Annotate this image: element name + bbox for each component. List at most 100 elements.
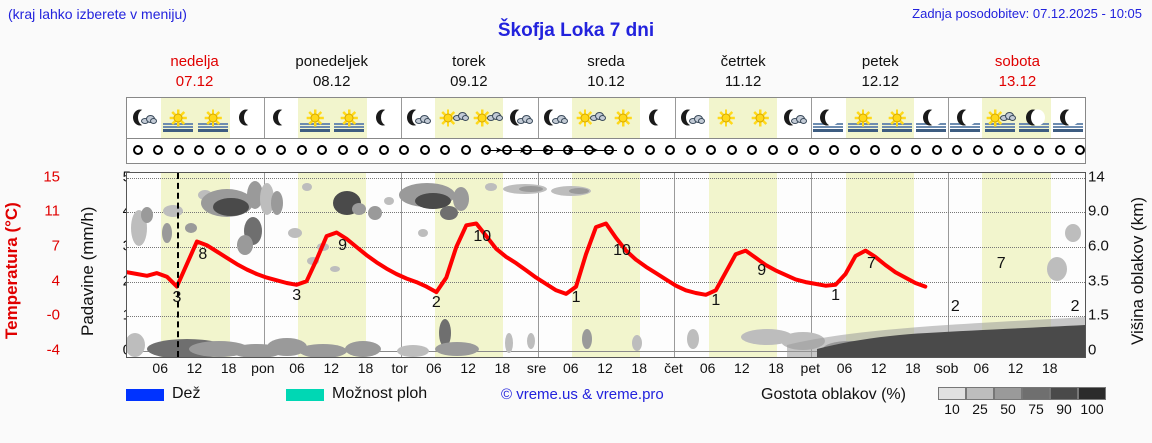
sun-icon	[614, 109, 632, 127]
hourly-marker	[726, 145, 737, 155]
weather-icon-cell-15	[640, 98, 674, 138]
temperature-min-label: 1	[831, 286, 840, 304]
showers-legend-swatch	[286, 389, 324, 401]
weather-icon-cell-18	[742, 98, 778, 138]
day-date: 11.12	[724, 73, 762, 90]
temperature-min-label: 2	[431, 294, 441, 312]
cloud-density-tick: 100	[1080, 401, 1104, 417]
weather-icon-cell-5	[298, 98, 333, 138]
moon-icon	[957, 109, 975, 127]
cloud-density-swatch	[1022, 387, 1050, 400]
x-tick-24: 06	[973, 360, 990, 376]
weather-icon-cell-21	[845, 98, 880, 138]
sun-icon	[306, 109, 324, 127]
x-tick-9: 12	[460, 360, 476, 376]
hourly-marker	[624, 145, 635, 155]
day-header-3: sreda 10.12	[537, 52, 674, 96]
temperature-min-label: 1	[711, 292, 721, 310]
cloud-density-tick: 90	[1056, 401, 1072, 417]
sun-icon	[854, 109, 872, 127]
weather-icon-cell-17	[708, 98, 743, 138]
hourly-marker	[276, 145, 287, 155]
location-menu-hint[interactable]: (kraj lahko izberete v meniju)	[8, 6, 187, 22]
weather-icon-cell-26	[1016, 98, 1051, 138]
daylight-band	[845, 173, 914, 357]
x-tick-8: 06	[426, 360, 442, 376]
weather-icon-cell-19	[777, 98, 811, 138]
day-header-2: torek 09.12	[400, 52, 537, 96]
cloud-density-tick: 25	[972, 401, 988, 417]
weather-icon-cell-7	[367, 98, 401, 138]
temperature-axis-title: Temperatura (°C)	[2, 202, 21, 340]
ozone-wind-strip: ➤ ➤ ➤ ➤ ➤	[126, 139, 1086, 164]
hourly-marker	[1013, 145, 1024, 155]
tick-label: -4	[46, 341, 60, 359]
x-tick-7: tor	[391, 360, 408, 376]
day-header-0: nedelja 07.12	[126, 52, 263, 96]
hourly-marker	[173, 145, 184, 155]
sun-icon	[576, 109, 594, 127]
hourly-marker	[644, 145, 655, 155]
x-tick-19: pet	[800, 360, 821, 376]
hourly-marker	[1054, 145, 1065, 155]
cloud-icon	[688, 115, 705, 124]
day-header: nedelja 07.12 ponedeljek 08.12 torek 09.12 sre…	[126, 52, 1086, 96]
temperature-max-label: 7	[996, 254, 1006, 272]
hourly-marker	[788, 145, 799, 155]
wind-line	[487, 150, 617, 151]
hourly-marker	[317, 145, 328, 155]
gridline	[127, 178, 1085, 179]
cloud-density-swatch	[938, 387, 966, 400]
tick-label: 9.0	[1088, 202, 1109, 220]
hourly-marker	[706, 145, 717, 155]
tick-label: 14	[1088, 168, 1105, 186]
x-tick-4: 06	[289, 360, 305, 376]
hourly-marker	[808, 145, 819, 155]
sun-icon	[473, 109, 491, 127]
day-date: 10.12	[587, 73, 625, 90]
sun-icon	[204, 109, 222, 127]
hourly-marker	[337, 145, 348, 155]
moon-icon	[649, 109, 667, 127]
day-date: 08.12	[312, 73, 351, 90]
hourly-marker	[214, 145, 225, 155]
weather-icon-strip	[126, 97, 1086, 139]
cloud-icon	[141, 115, 157, 124]
hourly-marker	[931, 145, 942, 155]
hourly-marker	[911, 145, 922, 155]
x-tick-16: 06	[699, 360, 716, 376]
temperature-min-label: 2	[1070, 297, 1080, 315]
wind-arrow-icon: ➤	[519, 145, 527, 155]
copyright-link[interactable]: © vreme.us & vreme.pro	[501, 386, 664, 403]
tick-label: 4	[51, 272, 60, 290]
moon-icon	[238, 109, 256, 127]
rain-legend-swatch	[126, 389, 164, 401]
day-header-5: petek 12.12	[812, 52, 949, 96]
cloud-density-swatch	[994, 387, 1022, 400]
cloud-icon	[1000, 112, 1017, 121]
hourly-marker	[255, 145, 266, 155]
weather-icon-cell-10	[469, 98, 504, 138]
temperature-min-label: 1	[571, 288, 581, 306]
cloud-icon	[487, 112, 504, 121]
sun-icon	[751, 109, 769, 127]
tick-label: 6.0	[1088, 237, 1109, 255]
moon-icon	[820, 109, 838, 127]
page-title: Škofja Loka 7 dni	[497, 20, 655, 41]
x-tick-0: 06	[152, 360, 168, 376]
tick-label: -0	[46, 306, 60, 324]
hourly-marker	[767, 145, 778, 155]
cloud-density-swatch	[966, 387, 994, 400]
moon-icon	[1025, 109, 1043, 127]
day-name: nedelja	[170, 53, 219, 70]
gridline	[127, 351, 1085, 352]
day-date: 12.12	[861, 73, 900, 90]
tick-label: 7	[51, 237, 60, 255]
weather-icon-cell-1	[161, 98, 196, 138]
gridline	[127, 282, 1085, 283]
x-tick-18: 18	[768, 360, 784, 376]
wind-arrow-icon: ➤	[591, 145, 599, 155]
tick-label: 11	[44, 202, 60, 220]
x-tick-26: 18	[1041, 360, 1058, 376]
weather-icon-cell-16	[674, 98, 709, 138]
